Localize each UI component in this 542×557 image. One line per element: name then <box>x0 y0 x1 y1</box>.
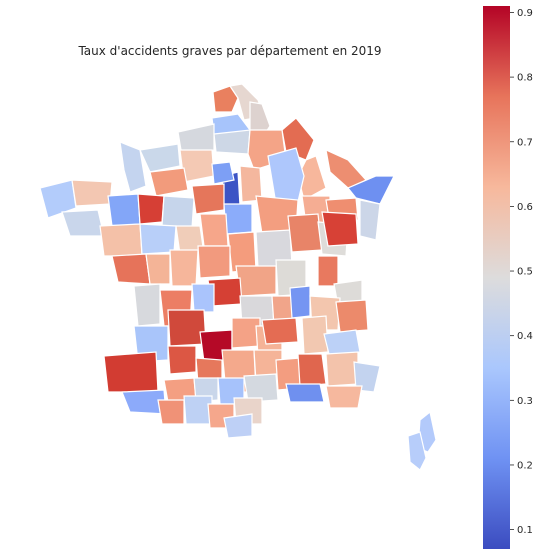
department-alpes-maritimes[interactable] <box>353 361 381 393</box>
department-oise[interactable] <box>213 129 251 155</box>
department-haute-garonne[interactable] <box>183 395 213 425</box>
department-sarthe[interactable] <box>161 195 195 229</box>
department-finistere[interactable] <box>39 179 77 219</box>
department-lot-et-garonne[interactable] <box>167 345 197 375</box>
department-deux-sevres[interactable] <box>145 253 171 285</box>
department-savoie[interactable] <box>335 299 369 333</box>
departments-layer <box>39 83 437 471</box>
colorbar-tick-label: 0.3 <box>517 396 533 407</box>
department-hautes-pyrenees[interactable] <box>157 399 185 425</box>
department-bouches-du-rhone[interactable] <box>285 383 325 403</box>
department-haut-rhin[interactable] <box>359 199 381 241</box>
department-allier[interactable] <box>235 265 277 297</box>
department-ille-et-vilaine[interactable] <box>107 193 141 227</box>
colorbar-tick-label: 0.4 <box>517 331 533 342</box>
department-eure-et-loir[interactable] <box>191 183 225 215</box>
department-pas-de-calais[interactable] <box>212 85 239 113</box>
department-var[interactable] <box>325 385 363 409</box>
department-indre[interactable] <box>197 245 231 279</box>
department-mayenne[interactable] <box>137 193 165 225</box>
department-cantal[interactable] <box>231 317 261 349</box>
department-loir-et-cher[interactable] <box>199 213 229 247</box>
department-hautes-alpes[interactable] <box>323 329 361 359</box>
colorbar-gradient <box>483 6 510 549</box>
colorbar-tick-label: 0.6 <box>517 202 533 213</box>
department-calvados[interactable] <box>139 143 181 173</box>
colorbar-ticks: 0.1 0.2 0.3 0.4 0.5 0.6 0.7 0.8 0.9 <box>510 8 533 536</box>
department-landes[interactable] <box>103 351 159 393</box>
department-rhone[interactable] <box>289 285 311 319</box>
colorbar-tick-label: 0.2 <box>517 460 533 471</box>
department-vienne[interactable] <box>169 249 199 287</box>
department-loire-atlantique[interactable] <box>99 223 143 257</box>
department-dordogne[interactable] <box>167 309 207 347</box>
department-loiret[interactable] <box>223 203 253 235</box>
department-cotes-armor[interactable] <box>71 179 113 207</box>
department-charente-maritime[interactable] <box>133 283 161 327</box>
colorbar-tick-label: 0.8 <box>517 73 533 84</box>
map-title: Taux d'accidents graves par département … <box>78 44 382 58</box>
department-orne[interactable] <box>149 167 189 197</box>
colorbar-tick-label: 0.9 <box>517 8 533 19</box>
department-meurthe-moselle[interactable] <box>267 147 305 211</box>
department-vendee[interactable] <box>111 253 151 285</box>
department-pyrenees-orientales[interactable] <box>223 413 253 439</box>
department-corse-du-sud[interactable] <box>407 431 427 471</box>
colorbar-tick-label: 0.5 <box>517 267 533 278</box>
department-morbihan[interactable] <box>61 209 105 237</box>
department-vaucluse[interactable] <box>297 353 327 387</box>
colorbar: 0.1 0.2 0.3 0.4 0.5 0.6 0.7 0.8 0.9 <box>483 6 533 549</box>
department-bas-rhin[interactable] <box>347 175 395 205</box>
department-yvelines[interactable] <box>211 161 235 185</box>
department-alpes-haute-provence[interactable] <box>325 351 359 387</box>
colorbar-tick-label: 0.1 <box>517 525 533 536</box>
department-jura[interactable] <box>317 255 339 287</box>
department-herault[interactable] <box>243 373 279 403</box>
department-cote-or[interactable] <box>287 213 323 253</box>
department-ardeche[interactable] <box>261 317 299 345</box>
department-seine-maritime[interactable] <box>177 123 215 157</box>
department-manche[interactable] <box>119 141 147 193</box>
colorbar-tick-label: 0.7 <box>517 137 533 148</box>
department-haute-vienne[interactable] <box>191 283 215 313</box>
department-doubs[interactable] <box>321 211 359 247</box>
